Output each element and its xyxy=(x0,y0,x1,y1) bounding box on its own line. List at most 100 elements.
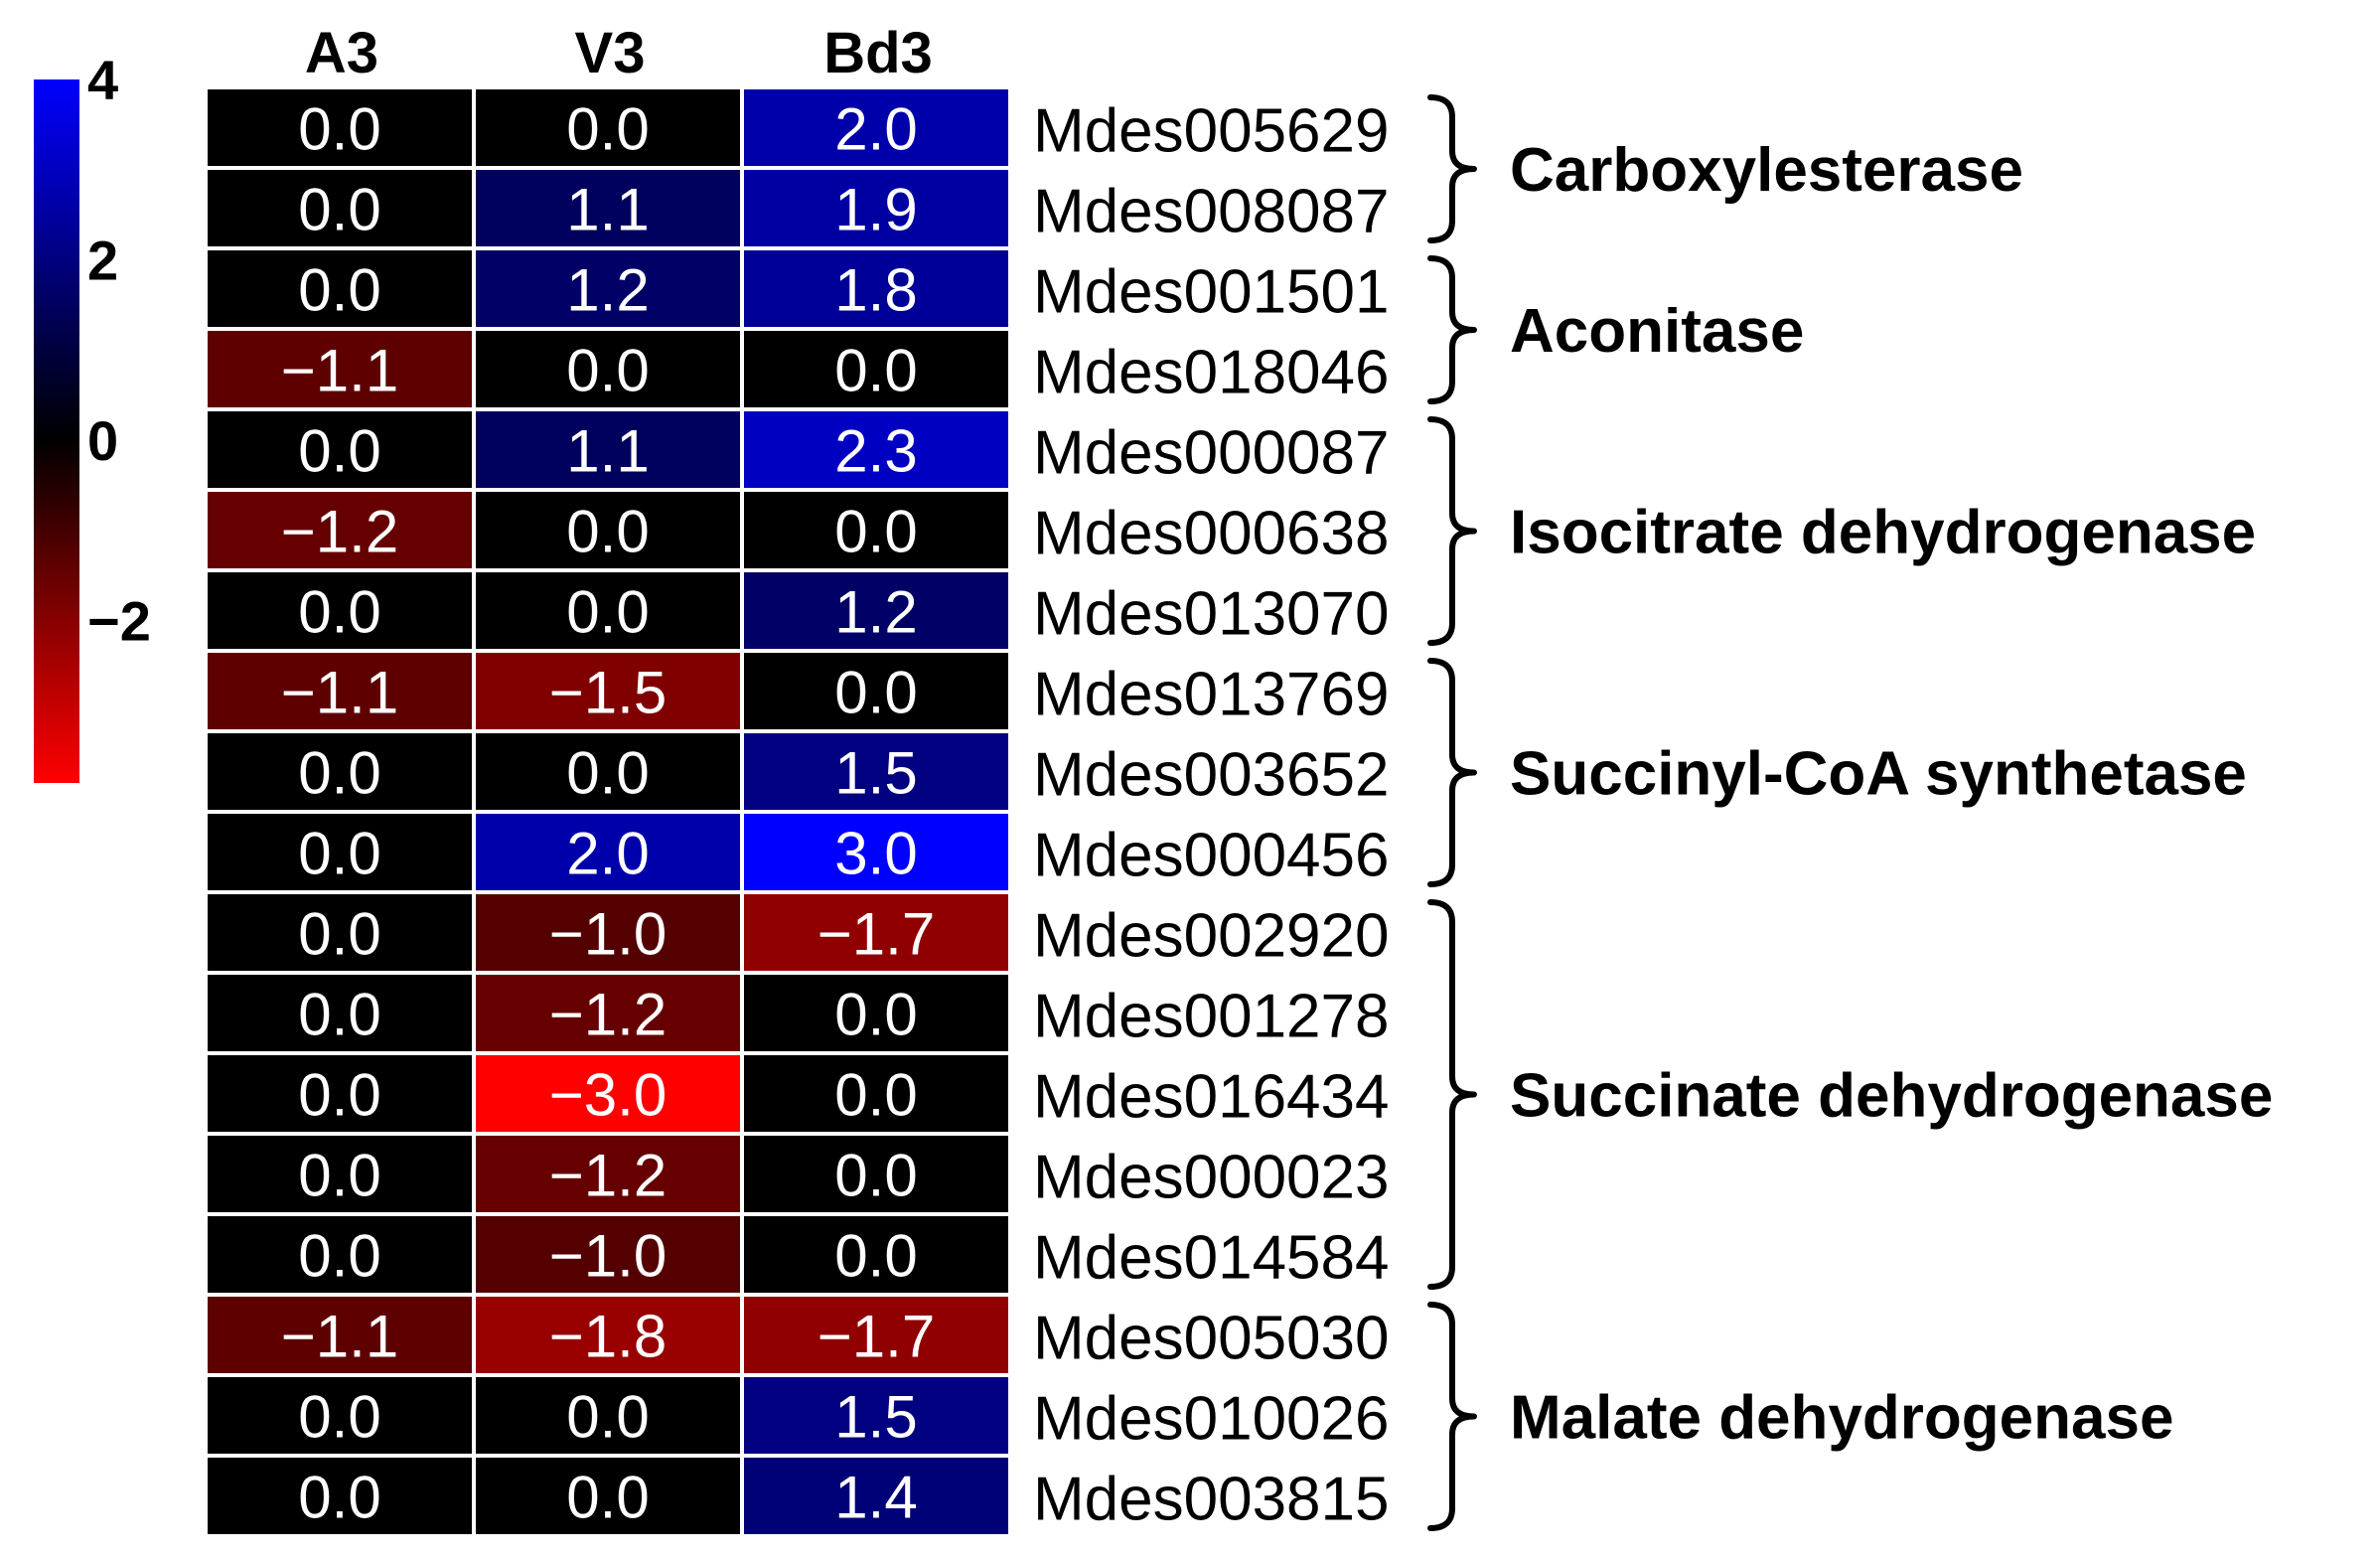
heatmap-cell xyxy=(208,89,472,166)
heatmap-cell xyxy=(208,894,472,971)
heatmap-cell xyxy=(476,1055,740,1132)
heatmap-cell xyxy=(208,572,472,649)
group-label: Aconitase xyxy=(1510,297,1804,366)
heatmap-cell xyxy=(744,572,1008,649)
gene-id-label: Mdes013769 xyxy=(1033,661,1390,729)
color-scale-tick-label: 2 xyxy=(87,230,118,292)
group-brace xyxy=(1427,658,1477,887)
heatmap-cell xyxy=(208,733,472,810)
color-scale-tick-label: −2 xyxy=(87,590,151,653)
column-headers: A3 V3 Bd3 xyxy=(305,21,933,85)
heatmap-cell xyxy=(476,894,740,971)
heatmap-cell xyxy=(476,331,740,407)
cell-value-label: 0.0 xyxy=(566,1465,649,1531)
heatmap-cell xyxy=(208,170,472,246)
heatmap-cell xyxy=(476,492,740,568)
cell-value-label: −1.2 xyxy=(549,982,667,1048)
heatmap-cell xyxy=(208,250,472,327)
cell-value-label: −1.2 xyxy=(549,1143,667,1209)
heatmap-cell xyxy=(744,250,1008,327)
heatmap-cell xyxy=(744,1377,1008,1454)
heatmap-cell xyxy=(476,572,740,649)
heatmap-cell xyxy=(744,411,1008,488)
cell-value-label: −1.2 xyxy=(281,499,398,565)
cell-value-label: 0.0 xyxy=(834,1143,917,1209)
cell-value-label: −1.0 xyxy=(549,901,667,968)
cell-value-label: 0.0 xyxy=(834,982,917,1048)
color-scale-tick-label: 4 xyxy=(87,49,118,111)
gene-id-label: Mdes018046 xyxy=(1033,339,1390,407)
cell-value-label: 0.0 xyxy=(834,660,917,726)
cell-value-label: 0.0 xyxy=(566,1384,649,1451)
heatmap-cell xyxy=(744,894,1008,971)
heatmap-cell xyxy=(744,1458,1008,1534)
heatmap-cell xyxy=(208,492,472,568)
heatmap-cell xyxy=(476,975,740,1051)
heatmap-cell xyxy=(744,1216,1008,1293)
cell-value-label: 0.0 xyxy=(298,1384,380,1451)
heatmap-cell xyxy=(476,170,740,246)
cell-value-label: 0.0 xyxy=(298,257,380,324)
group-label: Succinate dehydrogenase xyxy=(1510,1062,2273,1131)
group-brace xyxy=(1427,255,1477,404)
cell-value-label: 2.3 xyxy=(834,418,917,485)
group-label: Malate dehydrogenase xyxy=(1510,1384,2173,1453)
gene-id-label: Mdes002920 xyxy=(1033,902,1390,971)
cell-value-label: 0.0 xyxy=(834,499,917,565)
heatmap-cell xyxy=(744,733,1008,810)
cell-value-label: 0.0 xyxy=(566,338,649,404)
gene-labels: Mdes005629 Mdes008087 Mdes001501 Mdes018046… xyxy=(1033,97,1390,1534)
group-brace xyxy=(1427,94,1477,243)
cell-value-label: 1.1 xyxy=(566,418,649,485)
heatmap-cell xyxy=(476,814,740,890)
gene-id-label: Mdes001501 xyxy=(1033,258,1390,327)
cell-value-label: 1.2 xyxy=(834,579,917,646)
heatmap-cell xyxy=(208,1458,472,1534)
heatmap-cell xyxy=(744,170,1008,246)
gene-id-label: Mdes000087 xyxy=(1033,419,1390,488)
heatmap-cells: 0.0 0.0 2.0 0.0 1.1 1.9 0.0 1.2 1.8 −1.1 0.0 0.0 0.0… xyxy=(208,89,1008,1534)
cell-value-label: 2.0 xyxy=(566,821,649,887)
heatmap-cell xyxy=(744,814,1008,890)
heatmap-cell xyxy=(208,975,472,1051)
heatmap-cell xyxy=(476,89,740,166)
cell-value-label: 2.0 xyxy=(834,96,917,163)
cell-value-label: −1.7 xyxy=(818,901,935,968)
gene-id-label: Mdes008087 xyxy=(1033,178,1390,246)
cell-value-label: 0.0 xyxy=(298,96,380,163)
cell-value-label: 0.0 xyxy=(298,821,380,887)
cell-value-label: −1.1 xyxy=(281,1304,398,1370)
cell-value-label: 0.0 xyxy=(834,1223,917,1290)
gene-id-label: Mdes000456 xyxy=(1033,822,1390,890)
cell-value-label: 0.0 xyxy=(298,1062,380,1129)
group-label: Carboxylesterase xyxy=(1510,136,2023,205)
heatmap-cell xyxy=(744,1055,1008,1132)
cell-value-label: 0.0 xyxy=(566,740,649,807)
cell-value-label: 1.4 xyxy=(834,1465,917,1531)
heatmap-cell xyxy=(208,1297,472,1373)
cell-value-label: 0.0 xyxy=(298,579,380,646)
heatmap-cell xyxy=(744,975,1008,1051)
group-brace xyxy=(1427,416,1477,646)
gene-id-label: Mdes000023 xyxy=(1033,1144,1390,1212)
cell-value-label: 3.0 xyxy=(834,821,917,887)
cell-value-label: 0.0 xyxy=(298,1223,380,1290)
cell-value-label: 0.0 xyxy=(566,499,649,565)
group-brace xyxy=(1427,899,1477,1290)
heatmap-cell xyxy=(476,411,740,488)
heatmap-cell xyxy=(208,1216,472,1293)
cell-value-label: −1.1 xyxy=(281,338,398,404)
gene-id-label: Mdes014584 xyxy=(1033,1224,1390,1293)
cell-value-label: −1.8 xyxy=(549,1304,667,1370)
heatmap-cell xyxy=(208,331,472,407)
heatmap-cell xyxy=(476,250,740,327)
cell-value-label: 1.2 xyxy=(566,257,649,324)
group-annotations: Carboxylesterase Aconitase Isocitrate dehy… xyxy=(1427,94,2273,1531)
gene-id-label: Mdes003652 xyxy=(1033,741,1390,810)
cell-value-label: −1.5 xyxy=(549,660,667,726)
heatmap-cell xyxy=(744,1297,1008,1373)
heatmap-cell xyxy=(476,1458,740,1534)
cell-value-label: 1.5 xyxy=(834,740,917,807)
column-header: V3 xyxy=(575,21,646,85)
gene-id-label: Mdes003815 xyxy=(1033,1466,1390,1534)
